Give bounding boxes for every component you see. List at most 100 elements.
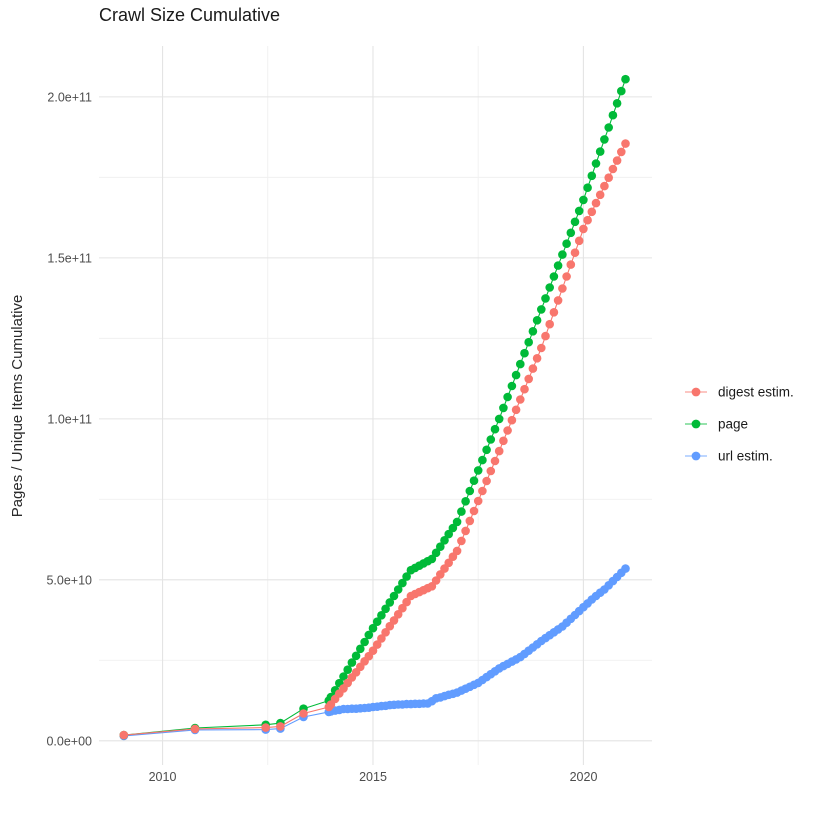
data-point xyxy=(541,331,550,341)
data-point xyxy=(516,359,525,369)
data-point xyxy=(558,250,567,259)
data-point xyxy=(356,644,365,654)
grid-minor-lines xyxy=(99,46,652,765)
data-point xyxy=(511,405,521,415)
data-point xyxy=(431,548,441,558)
data-point xyxy=(389,616,399,625)
data-point xyxy=(465,516,475,526)
series-page xyxy=(119,74,630,740)
data-point xyxy=(119,730,129,740)
data-point xyxy=(621,74,630,84)
data-point xyxy=(553,261,563,270)
data-point xyxy=(524,337,533,347)
data-point xyxy=(381,628,390,637)
data-point xyxy=(372,617,382,626)
data-point xyxy=(617,86,626,96)
data-point xyxy=(621,139,630,148)
data-point xyxy=(482,476,491,486)
data-point xyxy=(528,327,538,336)
data-point xyxy=(562,272,571,281)
data-point xyxy=(591,198,601,208)
x-tick-label-2020: 2020 xyxy=(570,770,598,784)
data-point xyxy=(486,435,496,444)
data-point xyxy=(351,651,361,661)
legend: digest estim. page url estim. xyxy=(685,385,794,464)
data-point xyxy=(469,476,479,486)
data-point xyxy=(393,610,403,619)
legend-key-point-page xyxy=(691,419,701,429)
data-point xyxy=(461,497,470,506)
data-series-layer xyxy=(119,74,630,741)
data-point xyxy=(457,507,466,516)
data-point xyxy=(402,572,411,581)
data-point xyxy=(600,181,609,191)
data-point xyxy=(583,215,592,225)
data-point xyxy=(570,217,580,227)
data-point xyxy=(343,665,353,674)
y-tick-label-2: 1.0e+11 xyxy=(47,413,92,427)
legend-label-digest-estim: digest estim. xyxy=(718,385,794,400)
data-point xyxy=(595,190,605,200)
data-point xyxy=(574,206,584,216)
legend-item-digest-estim: digest estim. xyxy=(685,385,794,400)
chart-title: Crawl Size Cumulative xyxy=(99,5,280,25)
series-url-estim- xyxy=(119,564,630,741)
plot-panel xyxy=(99,46,652,765)
data-point xyxy=(377,634,386,643)
data-point xyxy=(385,598,395,607)
data-point xyxy=(436,542,445,551)
data-point xyxy=(617,147,626,157)
data-point xyxy=(402,597,411,607)
data-point xyxy=(608,164,618,174)
data-point xyxy=(393,585,403,594)
legend-key-point-url xyxy=(691,451,701,461)
data-point xyxy=(507,415,517,425)
data-point xyxy=(368,623,378,633)
data-point xyxy=(608,110,618,120)
data-point xyxy=(562,239,571,248)
data-point xyxy=(621,564,630,573)
y-tick-label-3: 1.5e+11 xyxy=(47,252,92,266)
data-point xyxy=(583,183,592,192)
data-point xyxy=(478,455,487,465)
series-digest-estim- xyxy=(119,139,630,740)
data-point xyxy=(507,381,517,391)
data-point xyxy=(570,248,580,257)
y-tick-label-0: 0.0e+00 xyxy=(46,735,92,749)
data-point xyxy=(431,576,441,585)
data-point xyxy=(486,466,496,476)
data-point xyxy=(452,546,462,556)
data-point xyxy=(604,173,613,182)
data-point xyxy=(532,354,542,363)
data-point xyxy=(368,646,378,655)
data-point xyxy=(600,135,609,144)
data-point xyxy=(499,403,508,413)
data-point xyxy=(566,260,576,269)
data-point xyxy=(377,611,386,620)
data-point xyxy=(440,536,449,545)
legend-label-page: page xyxy=(718,417,748,432)
data-point xyxy=(549,272,559,281)
data-point xyxy=(381,604,390,614)
data-point xyxy=(478,486,487,496)
data-point xyxy=(372,640,382,649)
data-point xyxy=(553,296,563,305)
data-point xyxy=(499,436,508,446)
data-point xyxy=(591,159,601,168)
data-point xyxy=(473,496,483,506)
data-point xyxy=(398,578,407,588)
data-point xyxy=(190,724,200,734)
data-point xyxy=(444,558,454,568)
data-point xyxy=(566,228,576,238)
data-point xyxy=(604,123,613,132)
data-point xyxy=(444,529,454,539)
data-point xyxy=(612,99,622,108)
data-point xyxy=(448,523,458,533)
y-tick-label-1: 5.0e+10 xyxy=(46,574,92,588)
x-tick-label-2010: 2010 xyxy=(149,770,177,784)
data-point xyxy=(490,456,500,466)
data-point xyxy=(461,526,470,536)
data-point xyxy=(465,486,475,496)
